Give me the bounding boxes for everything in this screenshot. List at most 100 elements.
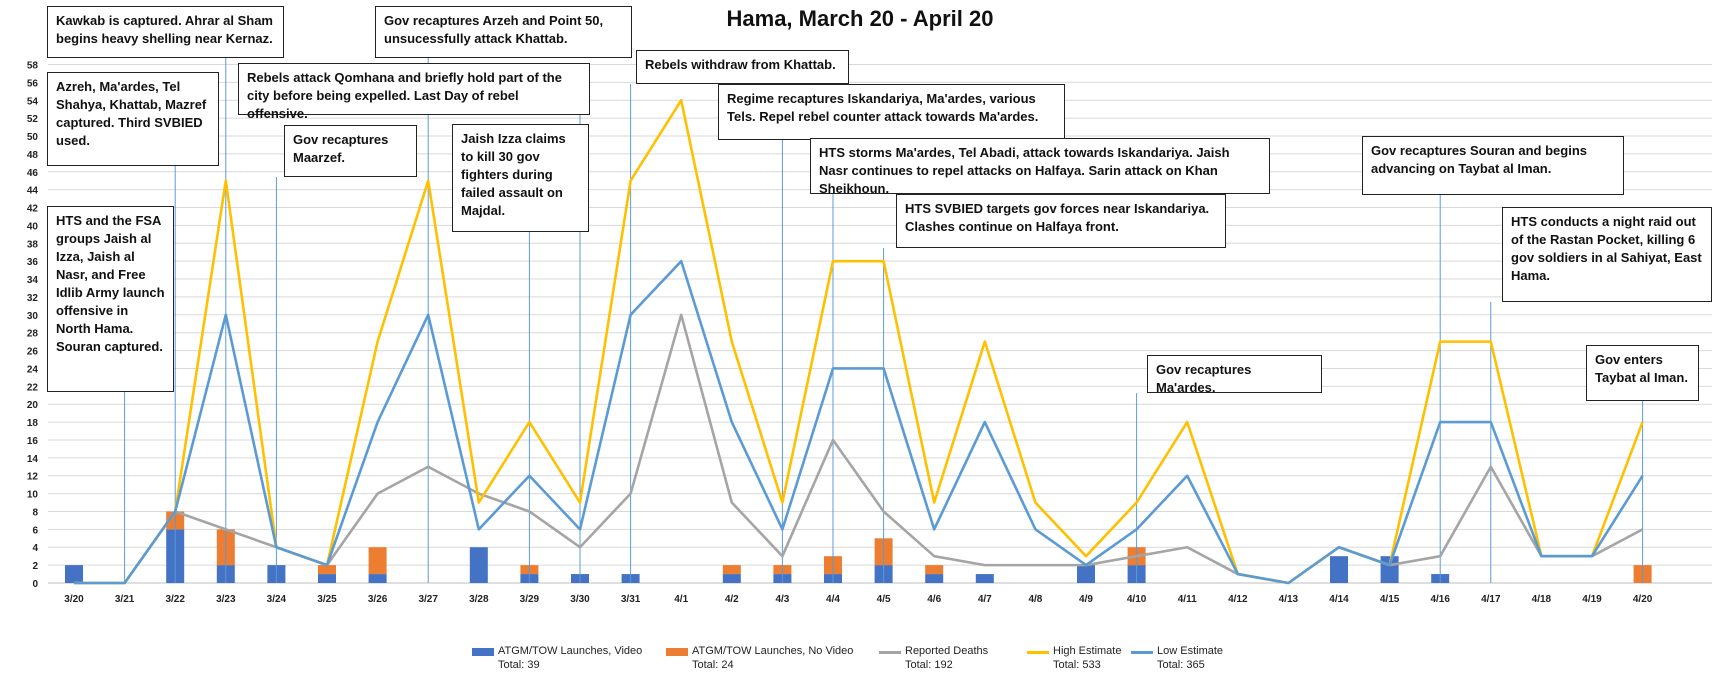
chart-title: Hama, March 20 - April 20 (726, 6, 994, 31)
bar-atgm-video (1330, 556, 1348, 583)
bar-atgm-video (469, 547, 488, 583)
legend-swatch (472, 648, 494, 656)
annotation-svbied: HTS SVBIED targets gov forces near Iskan… (896, 194, 1226, 248)
x-tick-label: 4/7 (978, 594, 992, 605)
y-tick-label: 28 (27, 329, 39, 340)
legend-total: Total: 365 (1157, 659, 1205, 671)
annotation-khattab-withdraw: Rebels withdraw from Khattab. (636, 50, 849, 84)
y-tick-label: 50 (27, 132, 39, 143)
x-tick-label: 4/8 (1028, 594, 1042, 605)
x-tick-label: 3/23 (216, 594, 236, 605)
y-tick-label: 4 (32, 543, 38, 554)
x-axis-ticks: 3/20 3/21 3/22 3/23 3/24 3/25 3/26 3/27 3/28 3/29… (64, 594, 1653, 605)
x-tick-label: 3/21 (115, 594, 135, 605)
y-tick-label: 8 (32, 507, 38, 518)
legend-swatch (666, 648, 688, 656)
x-tick-label: 4/16 (1430, 594, 1450, 605)
x-tick-label: 3/30 (570, 594, 590, 605)
y-tick-label: 40 (27, 221, 39, 232)
y-tick-label: 24 (27, 364, 39, 375)
bar-atgm-video (722, 574, 741, 583)
x-tick-label: 4/19 (1582, 594, 1602, 605)
legend-swatch (1027, 651, 1049, 654)
series-line-low-estimate (74, 259, 1644, 585)
bar-atgm-novideo (318, 565, 336, 575)
legend-label: ATGM/TOW Launches, Video (498, 645, 643, 657)
annotation-maarzef: Gov recaptures Maarzef. (284, 125, 417, 177)
bar-atgm-video (925, 574, 944, 583)
y-tick-label: 20 (27, 400, 39, 411)
annotation-gov-arzeh: Gov recaptures Arzeh and Point 50, unsuc… (375, 6, 632, 58)
y-tick-label: 2 (32, 561, 38, 572)
legend-total: Total: 192 (905, 659, 953, 671)
bar-atgm-video (318, 574, 336, 583)
series-lines (74, 98, 1644, 585)
annotation-gov-maardes: Gov recaptures Ma'ardes. (1147, 355, 1322, 395)
x-tick-label: 3/20 (64, 594, 84, 605)
y-tick-label: 10 (27, 490, 39, 501)
bar-atgm-novideo (925, 565, 944, 575)
y-tick-label: 16 (27, 436, 39, 447)
legend-label: Low Estimate (1157, 645, 1224, 657)
y-tick-label: 48 (27, 150, 39, 161)
y-tick-label: 30 (27, 311, 39, 322)
x-tick-label: 3/24 (267, 594, 287, 605)
y-tick-label: 14 (27, 454, 39, 465)
bar-atgm-novideo (722, 565, 741, 575)
y-tick-label: 58 (27, 61, 39, 72)
y-tick-label: 52 (27, 114, 39, 125)
series-line-reported-deaths (74, 313, 1644, 585)
x-tick-label: 3/25 (317, 594, 337, 605)
y-tick-label: 32 (27, 293, 39, 304)
y-tick-label: 54 (27, 96, 39, 107)
annotation-azreh: Azreh, Ma'ardes, Tel Shahya, Khattab, Ma… (47, 72, 219, 166)
x-tick-label: 3/22 (165, 594, 185, 605)
y-tick-label: 6 (32, 525, 38, 536)
y-tick-label: 34 (27, 275, 39, 286)
x-tick-label: 4/9 (1079, 594, 1093, 605)
annotation-taybat: Gov enters Taybat al Iman. (1586, 345, 1699, 401)
x-tick-label: 4/4 (826, 594, 840, 605)
x-tick-label: 4/2 (725, 594, 739, 605)
y-tick-label: 0 (32, 579, 38, 590)
x-tick-label: 4/3 (775, 594, 789, 605)
bar-atgm-video (1077, 565, 1095, 583)
y-tick-label: 12 (27, 472, 39, 483)
x-tick-label: 3/26 (368, 594, 388, 605)
bar-atgm-video (65, 565, 83, 583)
annotation-jaish-izza: Jaish Izza claims to kill 30 gov fighter… (452, 124, 589, 232)
legend-swatch (1131, 651, 1153, 654)
legend-label: Reported Deaths (905, 645, 989, 657)
legend-total: Total: 39 (498, 659, 540, 671)
x-tick-label: 3/28 (469, 594, 489, 605)
y-tick-label: 26 (27, 347, 39, 358)
x-tick-label: 4/17 (1481, 594, 1501, 605)
x-tick-label: 4/13 (1279, 594, 1299, 605)
x-tick-label: 3/27 (418, 594, 438, 605)
y-tick-label: 56 (27, 78, 39, 89)
x-tick-label: 4/18 (1532, 594, 1552, 605)
x-tick-label: 4/14 (1329, 594, 1349, 605)
y-tick-label: 46 (27, 168, 39, 179)
y-tick-label: 42 (27, 204, 39, 215)
y-tick-label: 38 (27, 239, 39, 250)
x-tick-label: 4/6 (927, 594, 941, 605)
x-tick-label: 4/1 (674, 594, 688, 605)
x-tick-label: 4/20 (1633, 594, 1653, 605)
annotation-hts-storms: HTS storms Ma'ardes, Tel Abadi, attack t… (810, 138, 1270, 196)
x-tick-label: 4/15 (1380, 594, 1400, 605)
x-tick-label: 4/10 (1127, 594, 1147, 605)
x-tick-label: 4/12 (1228, 594, 1248, 605)
y-tick-label: 44 (27, 186, 39, 197)
y-tick-label: 36 (27, 257, 39, 268)
annotation-souran: Gov recaptures Souran and begins advanci… (1362, 136, 1624, 195)
y-axis-ticks: 0246810121416182022242628303234363840424… (27, 61, 39, 591)
legend-total: Total: 533 (1053, 659, 1101, 671)
y-tick-label: 18 (27, 418, 39, 429)
annotation-kawkab: Kawkab is captured. Ahrar al Sham begins… (47, 6, 284, 58)
annotation-iskandariya: Regime recaptures Iskandariya, Ma'ardes,… (718, 84, 1065, 140)
bar-atgm-video (368, 574, 387, 583)
annotation-qomhana: Rebels attack Qomhana and briefly hold p… (238, 63, 590, 121)
legend-label: High Estimate (1053, 645, 1122, 657)
legend-total: Total: 24 (692, 659, 734, 671)
